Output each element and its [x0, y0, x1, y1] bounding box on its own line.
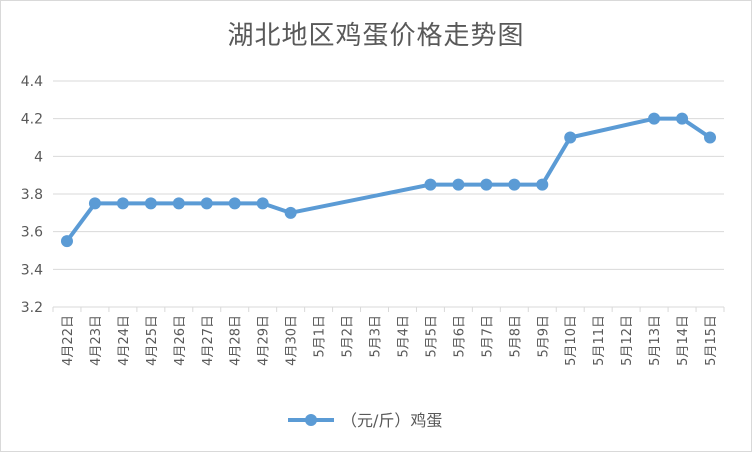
x-tick-label: 4月24日 [117, 315, 132, 366]
x-tick-label: 4月22日 [61, 315, 76, 366]
y-tick-label: 4.4 [21, 74, 43, 90]
data-point[interactable] [172, 197, 185, 210]
x-tick-label: 5月15日 [704, 315, 719, 366]
y-tick-label: 4.2 [21, 112, 43, 128]
series-line [65, 116, 712, 243]
data-point[interactable] [676, 112, 689, 125]
x-tick-label: 5月2日 [341, 315, 356, 358]
x-tick-label: 4月25日 [145, 315, 160, 366]
x-tick-label: 5月5日 [424, 315, 439, 358]
x-tick-label: 4月28日 [229, 315, 244, 366]
x-tick-label: 5月3日 [369, 315, 384, 358]
legend-label: （元/斤）鸡蛋 [341, 411, 442, 430]
x-tick-label: 5月11日 [592, 315, 607, 366]
x-tick-label: 4月26日 [173, 315, 188, 366]
data-point[interactable] [424, 178, 437, 191]
x-tick-label: 4月29日 [257, 315, 272, 366]
y-tick-label: 3.2 [21, 300, 43, 316]
data-point[interactable] [508, 178, 521, 191]
data-point[interactable] [536, 178, 549, 191]
data-point[interactable] [256, 197, 269, 210]
data-point[interactable] [228, 197, 241, 210]
x-tick-label: 5月12日 [620, 315, 635, 366]
data-point[interactable] [564, 131, 577, 144]
data-point[interactable] [144, 197, 157, 210]
x-tick-label: 5月10日 [564, 315, 579, 366]
chart-title: 湖北地区鸡蛋价格走势图 [227, 21, 525, 51]
data-point[interactable] [284, 206, 297, 219]
x-tick-label: 5月13日 [648, 315, 663, 366]
x-tick-label: 4月27日 [201, 315, 216, 366]
x-tick-label: 5月6日 [452, 315, 467, 358]
x-tick-label: 5月9日 [536, 315, 551, 358]
data-point[interactable] [704, 131, 717, 144]
legend-marker [305, 414, 317, 426]
data-point[interactable] [60, 235, 73, 248]
x-tick-label: 5月8日 [508, 315, 523, 358]
x-tick-label: 5月14日 [676, 315, 691, 366]
x-tick-label: 4月23日 [89, 315, 104, 366]
y-tick-label: 4 [34, 149, 43, 165]
data-point[interactable] [480, 178, 493, 191]
y-tick-label: 3.4 [21, 262, 43, 278]
x-tick-label: 5月1日 [313, 315, 328, 358]
x-tick-label: 5月4日 [396, 315, 411, 358]
data-point[interactable] [88, 197, 101, 210]
x-tick-label: 5月7日 [480, 315, 495, 358]
data-point[interactable] [200, 197, 213, 210]
x-tick-label: 4月30日 [285, 315, 300, 366]
y-tick-label: 3.6 [21, 225, 43, 241]
data-point[interactable] [116, 197, 129, 210]
y-tick-label: 3.8 [21, 187, 43, 203]
data-point[interactable] [648, 112, 661, 125]
data-point[interactable] [452, 178, 465, 191]
